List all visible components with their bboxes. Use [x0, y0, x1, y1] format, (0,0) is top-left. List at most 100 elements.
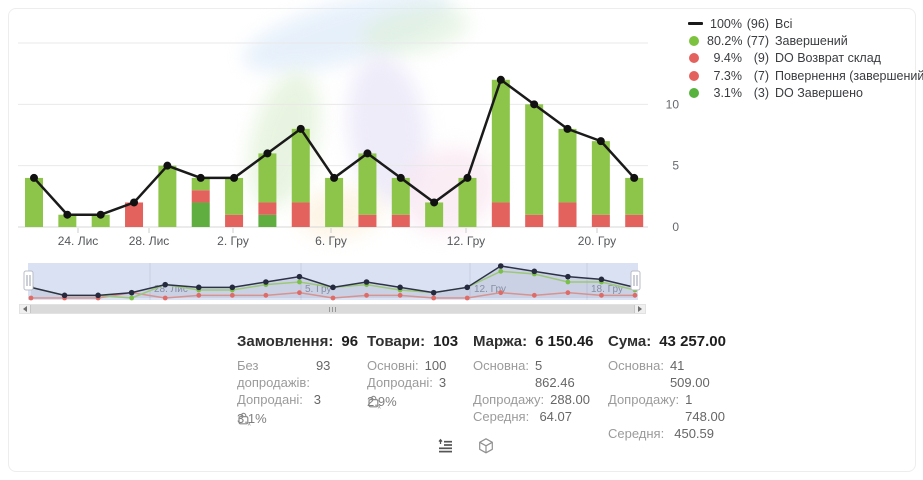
- bar-segment[interactable]: [225, 214, 244, 227]
- chart-scrollbar-track[interactable]: [19, 304, 646, 314]
- bar-segment[interactable]: [591, 141, 610, 215]
- line-point[interactable]: [363, 149, 372, 158]
- navigator-red-point: [397, 292, 403, 298]
- bar-segment[interactable]: [591, 214, 610, 227]
- bar-segment[interactable]: [191, 202, 210, 227]
- bar-segment[interactable]: [625, 214, 644, 227]
- line-point[interactable]: [230, 173, 239, 182]
- stat-card-header: Сума: 43 257.00: [608, 333, 726, 350]
- bar-segment[interactable]: [125, 202, 144, 227]
- stat-row-value: 3: [438, 375, 447, 390]
- navigator-all-point: [263, 279, 269, 285]
- line-point[interactable]: [296, 124, 305, 133]
- line-point[interactable]: [30, 173, 38, 182]
- bar-segment[interactable]: [358, 153, 377, 215]
- line-point[interactable]: [596, 137, 605, 146]
- bar-segment[interactable]: [358, 214, 377, 227]
- bar-segment[interactable]: [191, 190, 210, 203]
- legend-percent: 100%: [710, 16, 742, 31]
- legend-label: Завершений: [775, 34, 848, 49]
- stat-value: 96: [341, 333, 359, 350]
- stat-row-value: 64.07: [539, 409, 572, 424]
- navigator-green-point: [297, 279, 302, 285]
- package-button[interactable]: [474, 434, 498, 458]
- triangle-left-icon: [23, 306, 27, 312]
- svg-text:x: x: [378, 403, 381, 408]
- legend-label: Всі: [775, 16, 793, 31]
- list-summary-icon: [438, 438, 452, 453]
- bar-segment[interactable]: [491, 202, 510, 227]
- navigator-red-point: [297, 290, 302, 296]
- bar-column: [191, 177, 210, 227]
- stat-row: Допродажу: 1 748.00: [608, 391, 725, 425]
- legend-label: DO Завершено: [775, 86, 863, 101]
- bar-segment[interactable]: [191, 177, 210, 191]
- line-point[interactable]: [196, 173, 205, 182]
- navigator-handle-left[interactable]: [23, 270, 34, 291]
- bar-column: [525, 104, 544, 227]
- line-point[interactable]: [330, 173, 339, 182]
- bar-segment[interactable]: [291, 202, 310, 227]
- bar-column: [258, 153, 277, 227]
- legend-item[interactable]: 3.1% (3) DO Завершено: [688, 85, 923, 102]
- bar-column: [325, 177, 344, 227]
- bar-column: [391, 177, 410, 227]
- stat-row-value: 100: [424, 358, 447, 373]
- bar-segment[interactable]: [291, 128, 310, 203]
- navigator-all-point: [397, 284, 403, 291]
- bar-segment[interactable]: [391, 177, 410, 215]
- legend-item[interactable]: 9.4% (9) DO Возврат склад: [688, 50, 923, 67]
- stat-title: Замовлення:: [237, 333, 334, 350]
- line-point[interactable]: [496, 75, 505, 84]
- bar-segment[interactable]: [325, 177, 344, 227]
- legend-item[interactable]: 7.3% (7) Повернення (завершений): [688, 67, 923, 84]
- bar-segment[interactable]: [258, 202, 277, 215]
- navigator-green-point: [565, 279, 571, 285]
- y-axis-label: 0: [672, 220, 679, 234]
- bar-segment[interactable]: [625, 177, 644, 215]
- bar-segment[interactable]: [558, 202, 577, 227]
- bar-segment[interactable]: [225, 177, 244, 215]
- stat-row: Середня: 64.07: [473, 408, 572, 425]
- navigator-axis-label: 18. Гру: [591, 284, 623, 295]
- line-point[interactable]: [163, 161, 172, 170]
- legend-item[interactable]: 100% (96) Всі: [688, 15, 923, 32]
- scrollbar-left-arrow[interactable]: [20, 305, 30, 313]
- line-point[interactable]: [530, 100, 539, 109]
- line-point[interactable]: [430, 198, 439, 207]
- line-point[interactable]: [130, 198, 139, 207]
- bar-segment[interactable]: [391, 214, 410, 227]
- scrollbar-thumb[interactable]: [30, 305, 635, 313]
- navigator-handle-right[interactable]: [630, 270, 641, 291]
- bar-segment[interactable]: [91, 214, 110, 227]
- navigator-all-point: [464, 284, 471, 291]
- bar-segment[interactable]: [558, 128, 577, 203]
- navigator-all-point: [598, 276, 605, 283]
- scrollbar-right-arrow[interactable]: [635, 305, 645, 313]
- bar-segment[interactable]: [58, 214, 77, 227]
- bar-segment[interactable]: [525, 104, 544, 215]
- line-point[interactable]: [563, 124, 572, 133]
- line-point[interactable]: [63, 210, 72, 219]
- bar-segment[interactable]: [425, 202, 444, 227]
- bar-segment[interactable]: [258, 214, 277, 227]
- legend-item[interactable]: 80.2% (77) Завершений: [688, 32, 923, 49]
- line-point[interactable]: [630, 173, 639, 182]
- stat-row-value: 1 748.00: [685, 392, 725, 424]
- bar-segment[interactable]: [158, 165, 177, 227]
- bar-column: [225, 177, 244, 227]
- bar-segment[interactable]: [491, 79, 510, 203]
- navigator-area-fill: [31, 266, 635, 298]
- bar-segment[interactable]: [525, 214, 544, 227]
- bar-segment[interactable]: [258, 153, 277, 203]
- line-point[interactable]: [263, 149, 272, 158]
- navigator-red-point: [364, 292, 369, 298]
- bar-segment[interactable]: [458, 177, 477, 227]
- legend-dot-marker-icon: [688, 36, 707, 47]
- line-point[interactable]: [96, 210, 105, 219]
- line-point[interactable]: [396, 173, 405, 182]
- bar-segment[interactable]: [25, 177, 43, 227]
- navigator-all-point: [95, 292, 101, 299]
- list-summary-button[interactable]: [433, 434, 457, 458]
- line-point[interactable]: [463, 173, 472, 182]
